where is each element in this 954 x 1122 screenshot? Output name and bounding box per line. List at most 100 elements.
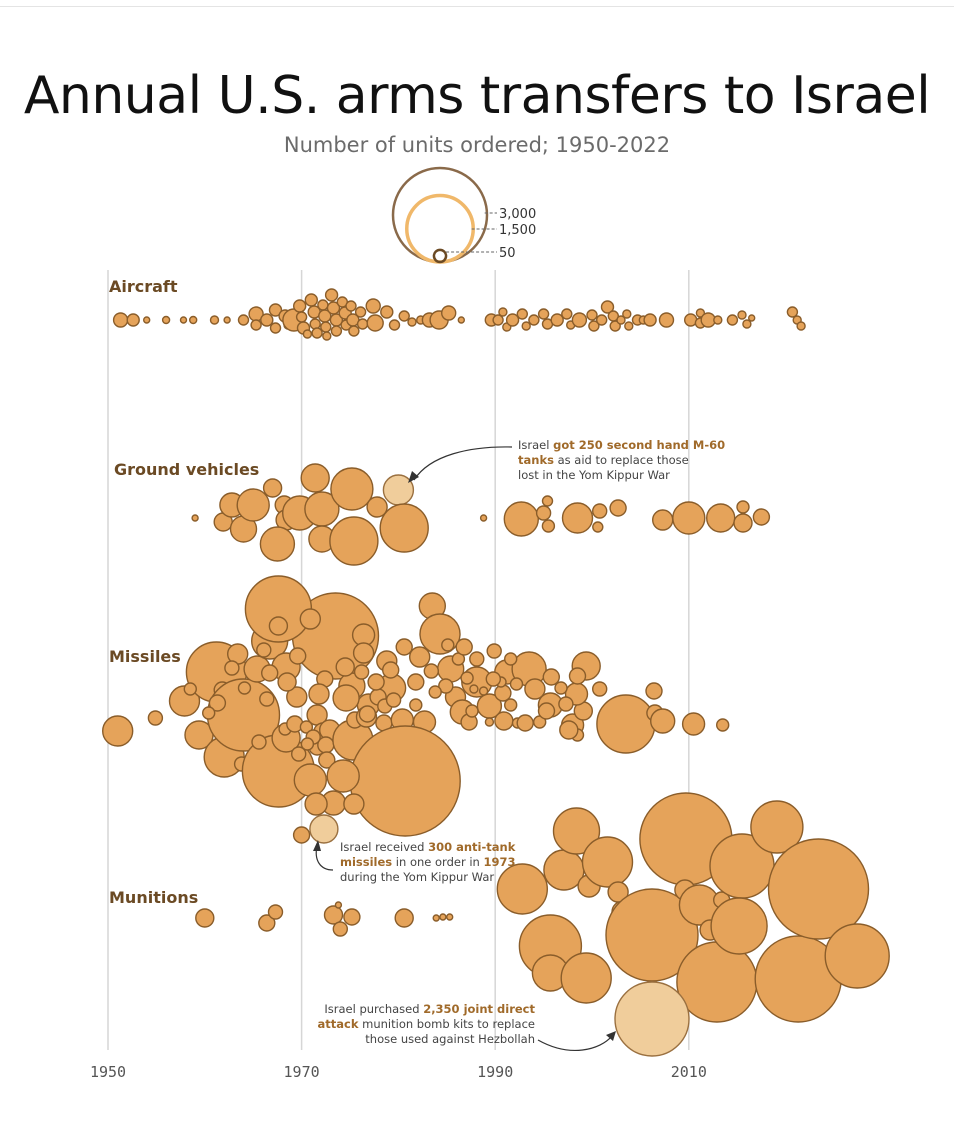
munitions-bubble-highlight: [614, 981, 690, 1057]
aircraft-bubble: [112, 312, 129, 328]
ground-bubble: [561, 502, 594, 534]
missiles-bubble: [308, 683, 330, 705]
category-label-missiles: Missiles: [109, 647, 181, 666]
ground-bubble: [609, 499, 627, 517]
missiles-bubble: [438, 678, 454, 694]
ground-bubble: [541, 495, 554, 507]
missiles-bubble: [353, 664, 370, 680]
ground-bubble: [652, 509, 674, 531]
munitions-bubble: [323, 905, 344, 925]
chart-title: Annual U.S. arms transfers to Israel: [23, 66, 931, 126]
category-label-aircraft: Aircraft: [109, 277, 178, 296]
ground-bubble: [535, 505, 552, 521]
missiles-bubble: [358, 705, 377, 723]
missiles-arrowhead: [313, 840, 321, 851]
missiles-bubble: [504, 698, 518, 712]
missiles-bubble: [101, 715, 134, 747]
legend-label-1500: 1,500: [499, 223, 536, 238]
aircraft-bubble: [600, 300, 615, 314]
missiles-bubble: [318, 751, 336, 769]
missiles-bubble: [465, 704, 479, 718]
missiles-bubble: [524, 678, 546, 700]
munitions-bubble: [607, 881, 629, 903]
missiles-bubble: [516, 714, 534, 732]
aircraft-bubble: [250, 319, 262, 331]
missiles-bubble: [460, 671, 474, 685]
legend-label-3000: 3,000: [499, 207, 536, 222]
ground-bubble: [236, 488, 270, 522]
aircraft-bubble: [126, 313, 140, 327]
missiles-bubble: [292, 826, 311, 844]
aircraft-bubble: [345, 300, 357, 312]
munitions-bubble: [750, 800, 804, 854]
aircraft-bubble: [622, 309, 632, 319]
annotation-missiles-line3: during the Yom Kippur War: [340, 870, 494, 884]
aircraft-bubble: [330, 325, 343, 337]
missiles-bubble: [335, 657, 355, 677]
missiles-bubble: [559, 720, 579, 740]
munitions-bubble: [258, 914, 276, 932]
aircraft-bubble: [726, 314, 739, 326]
ground-bubble: [733, 513, 753, 533]
aircraft-bubble: [142, 316, 151, 324]
munitions-bubble: [446, 913, 454, 921]
category-label-ground-vehicles: Ground vehicles: [114, 460, 259, 479]
missiles-bubble: [256, 642, 272, 658]
munitions-bubble: [343, 908, 361, 926]
aircraft-bubble: [322, 331, 332, 341]
missiles-bubble: [428, 685, 442, 699]
missiles-bubble: [592, 681, 608, 697]
legend-circle-3000: [391, 166, 489, 264]
aircraft-bubble: [179, 316, 188, 324]
munitions-bubble: [710, 897, 768, 955]
missiles-bubble: [259, 691, 275, 707]
legend-label-50: 50: [499, 246, 516, 261]
aircraft-bubble: [324, 288, 339, 302]
missiles-bubble: [268, 616, 289, 636]
aircraft-bubble: [317, 299, 329, 311]
annotation-missiles-line1: Israel received 300 anti-tank: [340, 840, 516, 854]
missiles-bubble: [382, 661, 400, 679]
munitions-bubble: [767, 838, 870, 940]
aircraft-bubble: [209, 315, 220, 325]
aircraft-bubble: [658, 312, 675, 328]
category-label-munitions: Munitions: [109, 888, 198, 907]
missiles-bubble: [419, 613, 461, 655]
munitions-bubble: [824, 923, 890, 989]
missiles-bubble: [423, 663, 439, 679]
annotation-munitions-line3: those used against Hezbollah: [365, 1032, 535, 1046]
aircraft-bubble: [354, 306, 367, 318]
annotation-tanks-line1: Israel got 250 second hand M-60: [518, 438, 725, 452]
missiles-bubble: [299, 608, 321, 630]
ground-bubble: [366, 496, 388, 518]
missiles-bubble: [367, 673, 385, 691]
aircraft-bubble: [293, 299, 307, 313]
aircraft-bubble: [269, 322, 282, 334]
munitions-arrow: [537, 1035, 613, 1051]
missiles-bubble: [469, 651, 485, 667]
x-tick-1970: 1970: [284, 1063, 320, 1081]
ground-bubble: [479, 514, 488, 522]
annotation-munitions-line1: Israel purchased 2,350 joint direct: [324, 1002, 535, 1016]
munitions-bubble: [332, 921, 348, 937]
missiles-bubble: [326, 759, 360, 793]
x-tick-1990: 1990: [477, 1063, 513, 1081]
aircraft-bubble: [537, 308, 550, 320]
bubbles: [101, 288, 890, 1057]
missiles-bubble: [332, 684, 360, 712]
missiles-bubble-highlight: [309, 814, 339, 844]
missiles-bubble: [343, 793, 365, 815]
missiles-bubble: [208, 694, 227, 712]
ground-bubble: [592, 521, 604, 533]
missiles-bubble: [504, 652, 518, 666]
aircraft-bubble: [516, 308, 528, 320]
aircraft-bubble: [498, 307, 508, 317]
aircraft-bubble: [550, 313, 564, 327]
aircraft-bubble: [596, 314, 608, 326]
aircraft-bubble: [302, 329, 313, 339]
aircraft-bubble: [366, 314, 384, 332]
missiles-bubble: [224, 660, 240, 676]
munitions-bubble: [334, 901, 343, 909]
